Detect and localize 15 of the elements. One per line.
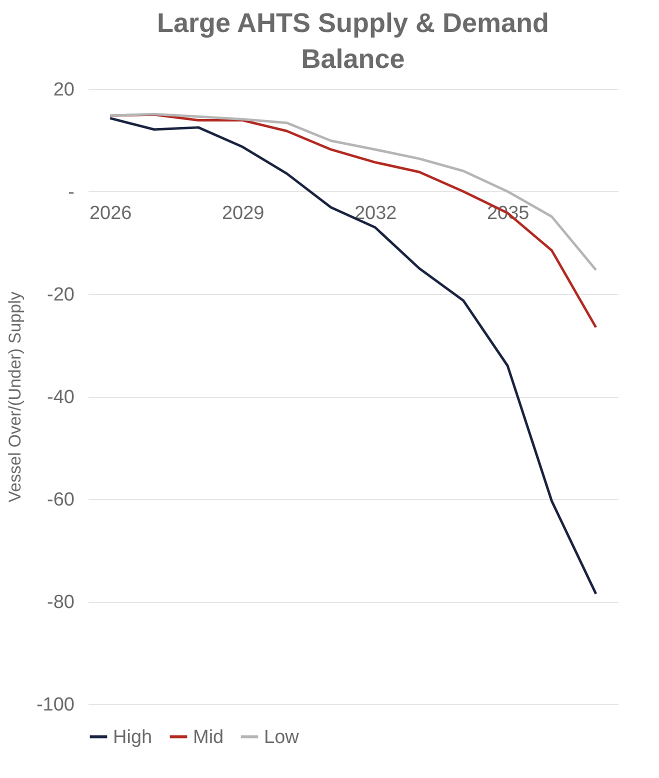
y-tick-label: 20 <box>53 80 74 100</box>
y-tick-label: -100 <box>36 694 74 716</box>
y-tick-label: -20 <box>47 284 74 306</box>
legend-label: High <box>113 726 152 748</box>
x-tick-label: 2032 <box>354 203 397 224</box>
y-axis-title: Vessel Over/(Under) Supply <box>5 291 24 502</box>
legend-label: Mid <box>193 726 224 748</box>
y-tick-label: -40 <box>47 387 74 408</box>
y-tick-label: - <box>68 182 74 203</box>
chart-title: Large AHTS Supply & Demand Balance <box>156 8 550 74</box>
y-tick-label: -80 <box>47 592 74 613</box>
x-tick-label: 2026 <box>89 203 132 224</box>
legend-label: Low <box>264 726 300 748</box>
x-tick-label: 2029 <box>222 203 264 224</box>
y-tick-label: -60 <box>47 490 74 510</box>
